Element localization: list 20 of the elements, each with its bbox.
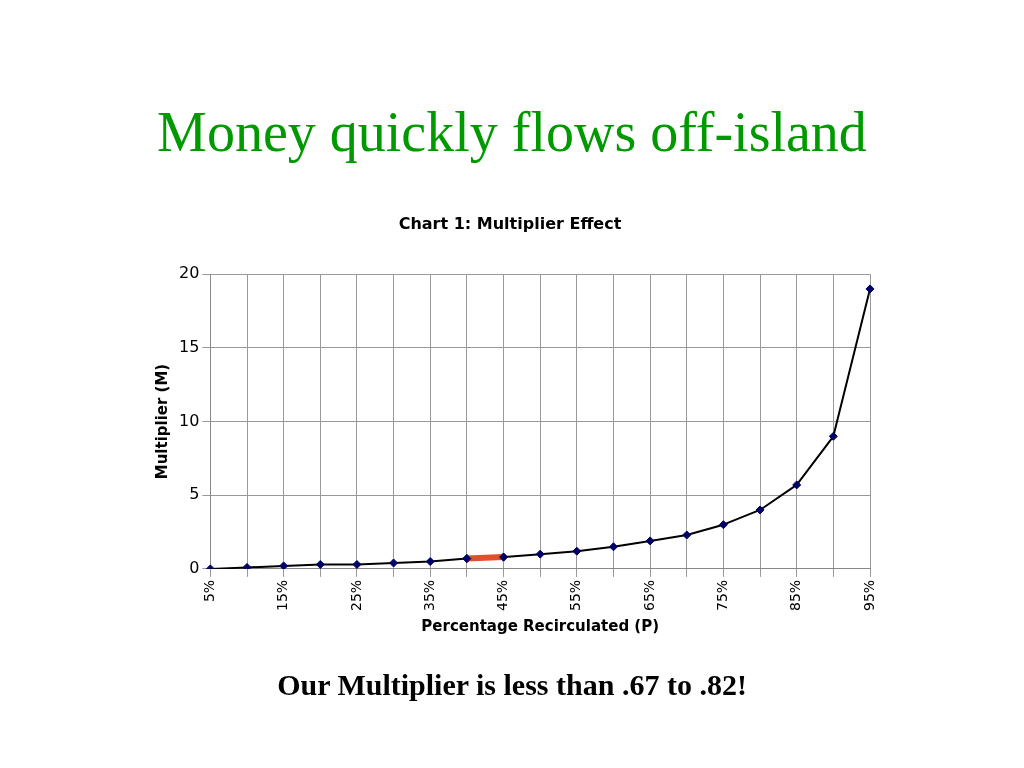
y-tick-label: 10 [179,410,200,430]
x-tick-label: 25% [347,579,364,612]
y-tick-label: 20 [179,263,200,283]
y-axis-title: Multiplier (M) [152,363,171,480]
x-tick-label: 75% [714,579,731,612]
x-tick-label: 85% [787,579,804,612]
x-tick-label: 15% [274,579,291,612]
y-tick-label: 5 [189,484,200,504]
x-axis-title: Percentage Recirculated (P) [421,616,660,635]
chart-title: Money quickly flows off-island [156,100,868,164]
chart-subtitle: Chart 1: Multiplier Effect [398,213,622,233]
x-tick-label: 5% [201,579,217,603]
x-tick-label: 95% [860,579,877,612]
x-tick-label: 45% [494,579,511,612]
x-tick-label: 35% [420,579,437,612]
y-tick-label: 0 [189,558,200,578]
x-tick-label: 65% [640,579,657,612]
text: Our Multiplier is less than .67 to .82! [276,668,748,702]
x-tick-label: 55% [567,579,584,612]
y-tick-label: 15 [179,337,200,357]
